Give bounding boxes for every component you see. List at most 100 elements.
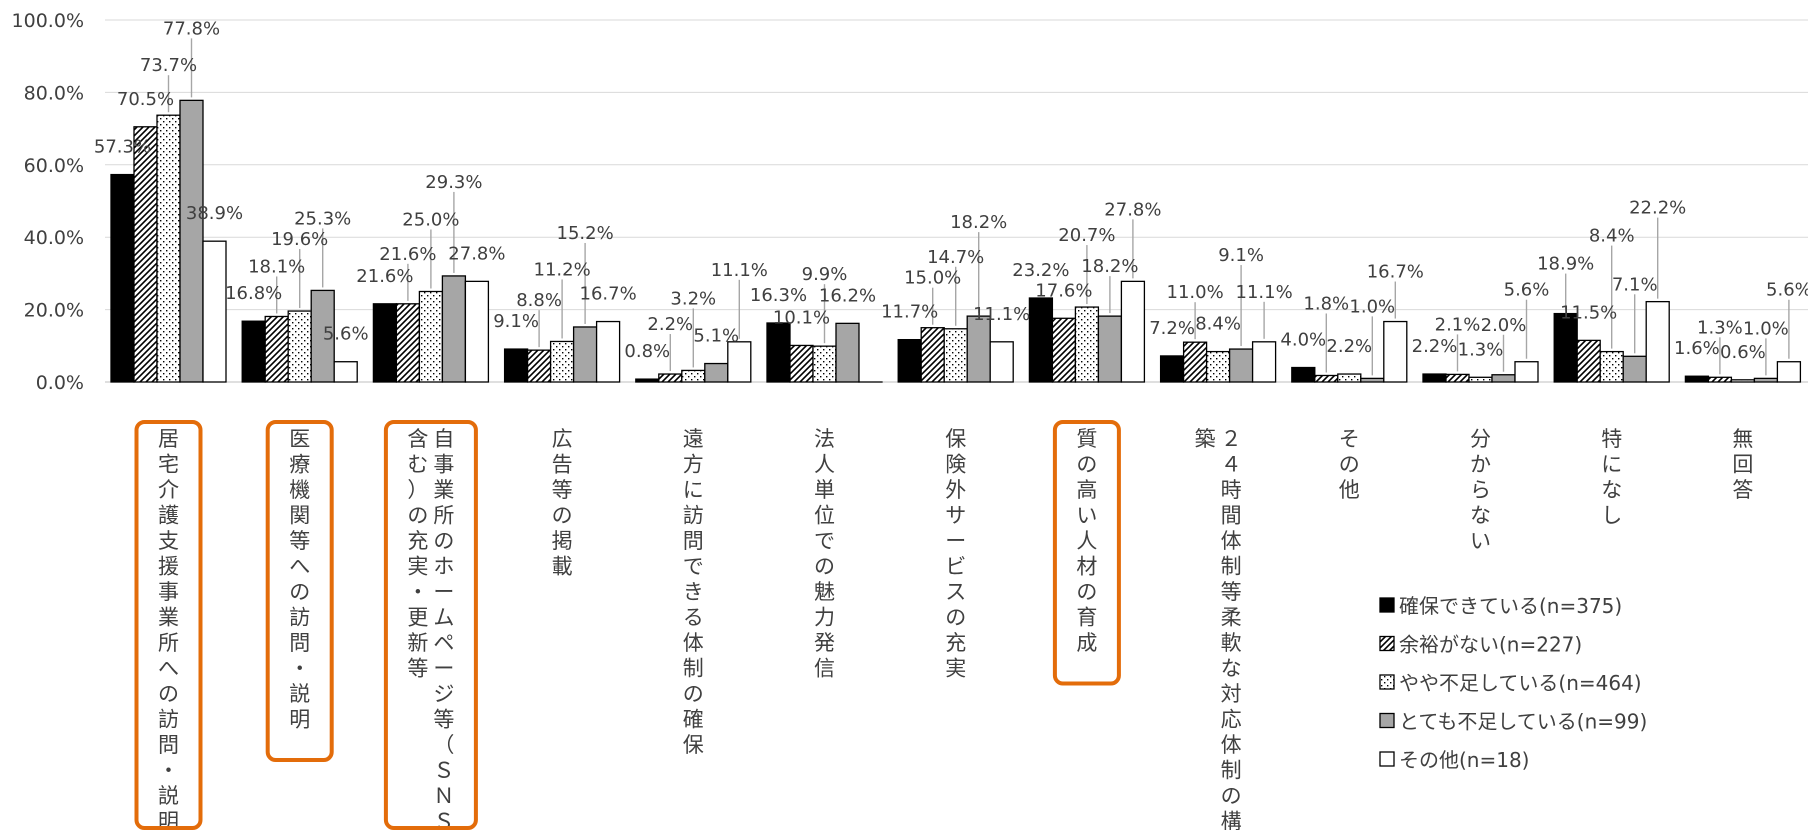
category-label-char: 無 — [1732, 427, 1753, 451]
category-label-char: ２ — [1221, 427, 1242, 451]
category-label-char: 機 — [289, 478, 310, 502]
bar — [572, 326, 598, 383]
category-label-char: 自 — [433, 427, 454, 451]
category-label-char: ジ — [433, 682, 454, 706]
y-axis-tick-labels: 0.0% 20.0% 40.0% 60.0% 80.0% 100.0% — [12, 10, 84, 394]
category-label-char: 援 — [158, 555, 179, 579]
category-label-char: 築 — [1195, 427, 1216, 451]
category-label-char: 事 — [433, 453, 454, 477]
bar — [1251, 341, 1277, 383]
bar — [526, 349, 552, 383]
category-label-char: 等 — [289, 529, 310, 553]
bar — [1776, 361, 1802, 383]
category-label-char: 実 — [407, 555, 428, 579]
data-label: 2.2% — [1326, 336, 1372, 357]
label-leader-lines — [167, 38, 1790, 376]
category-label-char: （ — [433, 733, 454, 757]
category-label-char: 載 — [552, 555, 573, 579]
category-label-char: 特 — [1601, 427, 1622, 451]
data-label: 16.3% — [750, 285, 807, 306]
category-label-char: に — [683, 478, 704, 502]
legend: 確保できている(n=375) 余裕がない(n=227) やや不足している(n=464… — [1379, 594, 1647, 772]
category-label-char: 力 — [814, 606, 835, 630]
category-label-char: Ｓ — [433, 810, 454, 830]
data-label: 11.0% — [1167, 282, 1224, 303]
bar — [1051, 317, 1077, 383]
data-label: 5.6% — [1766, 280, 1808, 301]
bar — [1074, 306, 1100, 383]
bar — [635, 378, 660, 383]
category-label-char: 柔 — [1221, 606, 1242, 630]
data-label: 25.0% — [402, 210, 459, 231]
category-label-char: 業 — [158, 606, 179, 630]
bar — [1684, 375, 1710, 383]
category-label-char: る — [683, 606, 704, 630]
category-label-char: で — [814, 529, 835, 553]
category-label-char: ム — [433, 606, 454, 630]
category-label-char: ス — [945, 580, 966, 604]
bar — [1599, 350, 1624, 383]
category-label-char: 答 — [1732, 478, 1753, 502]
data-label: 25.3% — [294, 208, 351, 229]
category-label-char: 更 — [407, 606, 428, 630]
category-label-char: 問 — [289, 631, 310, 655]
bar — [658, 373, 683, 383]
category-label-char: い — [1076, 504, 1097, 528]
legend-label: やや不足している(n=464) — [1399, 671, 1642, 695]
category-label-char: ・ — [158, 759, 179, 783]
category-label-char: 質 — [1076, 427, 1097, 451]
category-label-char: サ — [945, 504, 966, 528]
bar — [1314, 374, 1339, 383]
legend-swatch — [1379, 751, 1395, 767]
data-label: 16.2% — [819, 285, 876, 306]
bar — [1028, 297, 1054, 383]
bar — [1445, 373, 1470, 383]
data-label: 1.8% — [1303, 293, 1349, 314]
bar — [1422, 373, 1447, 383]
category-label-char: ホ — [433, 555, 454, 579]
category-label-char: ペ — [433, 631, 454, 655]
category-label-char: 人 — [1076, 529, 1097, 553]
category-label-char: 宅 — [158, 453, 179, 477]
category-label-char: い — [1470, 529, 1491, 553]
category-label-char: 高 — [1076, 478, 1097, 502]
data-label: 15.0% — [904, 268, 961, 289]
category-label-char: 保 — [945, 427, 966, 451]
bar — [1645, 300, 1670, 383]
category-label-char: Ｎ — [433, 784, 454, 808]
category-label-char: 明 — [289, 708, 310, 732]
bar — [156, 114, 181, 383]
category-label-char: な — [1221, 657, 1242, 681]
legend-label: とても不足している(n=99) — [1399, 710, 1647, 734]
data-label: 1.6% — [1674, 338, 1720, 359]
data-label: 1.3% — [1458, 339, 1504, 360]
bar — [989, 341, 1014, 383]
bar — [1514, 361, 1539, 383]
bar — [1159, 355, 1185, 383]
category-label-char: 広 — [552, 427, 573, 451]
bar — [1753, 377, 1779, 383]
category-label-char: 構 — [1221, 810, 1242, 830]
bar — [1120, 280, 1146, 383]
category-label-char: 回 — [1732, 453, 1753, 477]
highlight-box — [265, 420, 334, 762]
data-label: 16.8% — [225, 283, 282, 304]
bar — [1576, 339, 1601, 383]
category-label-char: 問 — [683, 529, 704, 553]
category-label-char: 説 — [158, 784, 179, 808]
category-label-char: の — [683, 682, 704, 706]
category-label-char: ４ — [1221, 453, 1242, 477]
category-label-char: 医 — [289, 427, 310, 451]
bar — [1383, 320, 1408, 383]
category-label-char: 外 — [945, 478, 966, 502]
category-label-char: 時 — [1221, 478, 1242, 502]
category-label-char: ・ — [289, 657, 310, 681]
category-label-char: の — [433, 529, 454, 553]
data-label: 11.5% — [1560, 302, 1617, 323]
data-label: 29.3% — [425, 172, 482, 193]
data-label: 9.9% — [802, 264, 848, 285]
data-label: 38.9% — [186, 203, 243, 224]
highlight-box — [383, 420, 478, 830]
legend-swatch — [1379, 635, 1395, 652]
y-tick-label: 80.0% — [24, 82, 84, 104]
